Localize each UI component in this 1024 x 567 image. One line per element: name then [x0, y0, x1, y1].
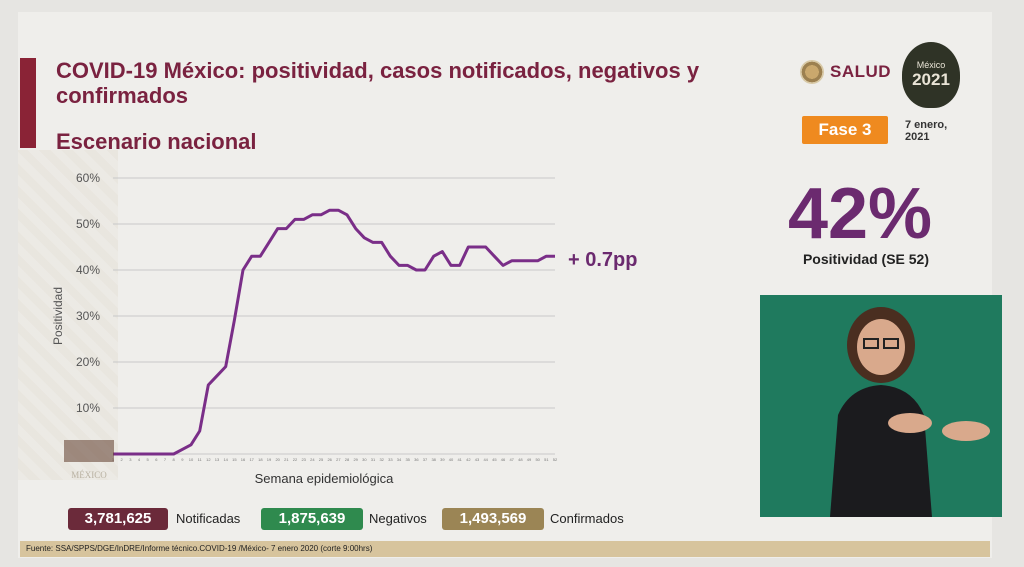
x-tick-label: 18 — [258, 457, 263, 462]
x-tick-label: 42 — [466, 457, 471, 462]
x-tick-label: 25 — [319, 457, 324, 462]
salud-logo-text: SALUD — [830, 62, 892, 81]
y-tick-label: 50% — [76, 217, 100, 231]
interpreter-figure-icon — [830, 307, 990, 517]
y-tick-label: 20% — [76, 355, 100, 369]
x-tick-label: 35 — [405, 457, 410, 462]
x-tick-label: 48 — [518, 457, 523, 462]
x-tick-label: 3 — [129, 457, 132, 462]
salud-logo: SALUD — [800, 60, 891, 84]
x-tick-label: 11 — [198, 457, 203, 462]
x-tick-label: 17 — [249, 457, 254, 462]
x-tick-label: 51 — [544, 457, 549, 462]
x-tick-label: 30 — [362, 457, 367, 462]
x-tick-label: 13 — [215, 457, 220, 462]
x-tick-label: 34 — [397, 457, 402, 462]
x-tick-label: 28 — [345, 457, 350, 462]
x-tick-label: 16 — [241, 457, 246, 462]
x-tick-label: 27 — [336, 457, 341, 462]
x-tick-label: 23 — [301, 457, 306, 462]
y-tick-label: 10% — [76, 401, 100, 415]
source-footer: Fuente: SSA/SPPS/DGE/InDRE/Informe técni… — [20, 541, 990, 557]
x-tick-label: 2 — [121, 457, 124, 462]
x-tick-label: 21 — [284, 457, 289, 462]
x-tick-label: 33 — [388, 457, 393, 462]
y-tick-label: 60% — [76, 171, 100, 185]
x-tick-label: 47 — [509, 457, 514, 462]
stat-negativos-label: Negativos — [369, 511, 427, 526]
x-tick-label: 52 — [553, 457, 558, 462]
mexico-watermark-logo: MÉXICO — [60, 434, 118, 500]
x-tick-label: 6 — [155, 457, 158, 462]
positivity-series-line — [113, 208, 555, 456]
x-tick-label: 39 — [440, 457, 445, 462]
stat-negativos-value: 1,875,639 — [261, 508, 363, 530]
x-tick-label: 45 — [492, 457, 497, 462]
x-tick-label: 15 — [232, 457, 237, 462]
x-tick-label: 49 — [527, 457, 532, 462]
x-tick-label: 22 — [293, 457, 298, 462]
x-tick-label: 41 — [457, 457, 462, 462]
stat-notificadas-value: 3,781,625 — [68, 508, 168, 530]
x-tick-label: 7 — [164, 457, 167, 462]
y-tick-label: 30% — [76, 309, 100, 323]
y-axis-label: Positividad — [51, 287, 65, 345]
slide-title: COVID-19 México: positividad, casos noti… — [56, 58, 700, 108]
positivity-label: Positividad (SE 52) — [802, 251, 930, 267]
x-tick-label: 50 — [535, 457, 540, 462]
x-tick-label: 24 — [310, 457, 315, 462]
x-tick-label: 46 — [501, 457, 506, 462]
x-tick-label: 8 — [173, 457, 176, 462]
phase-badge: Fase 3 — [802, 116, 888, 144]
title-accent-bar — [20, 58, 36, 148]
x-tick-label: 4 — [138, 457, 141, 462]
positivity-line-chart: 10%20%30%40%50%60%1234567891011121314151… — [51, 171, 558, 486]
x-tick-label: 9 — [181, 457, 184, 462]
decorative-pattern — [18, 150, 118, 480]
x-axis-label: Semana epidemiológica — [255, 471, 395, 486]
mexico-logo-year: 2021 — [912, 70, 950, 89]
x-tick-label: 29 — [353, 457, 358, 462]
mexico-2021-logo: México 2021 — [902, 42, 960, 108]
x-tick-label: 20 — [275, 457, 280, 462]
x-tick-label: 37 — [423, 457, 428, 462]
x-tick-label: 40 — [449, 457, 454, 462]
slide-subtitle: Escenario nacional — [56, 129, 257, 154]
stat-confirmados-label: Confirmados — [550, 511, 624, 526]
x-tick-label: 44 — [483, 457, 488, 462]
x-tick-label: 19 — [267, 457, 272, 462]
x-tick-label: 5 — [147, 457, 150, 462]
salud-seal-icon — [800, 60, 824, 84]
x-tick-label: 38 — [431, 457, 436, 462]
y-tick-label: 40% — [76, 263, 100, 277]
change-annotation: + 0.7pp — [568, 249, 638, 271]
mexico-watermark-text: MÉXICO — [71, 470, 107, 480]
x-tick-label: 31 — [371, 457, 376, 462]
x-tick-label: 32 — [379, 457, 384, 462]
x-tick-label: 36 — [414, 457, 419, 462]
stat-notificadas-label: Notificadas — [176, 511, 241, 526]
sign-language-interpreter-video — [760, 295, 1002, 517]
x-tick-label: 14 — [223, 457, 228, 462]
x-tick-label: 26 — [327, 457, 332, 462]
x-tick-label: 10 — [189, 457, 194, 462]
x-tick-label: 43 — [475, 457, 480, 462]
x-tick-label: 12 — [206, 457, 211, 462]
report-date: 7 enero, 2021 — [905, 119, 948, 143]
positivity-value: 42% — [787, 174, 933, 254]
mexico-logo-text: México — [916, 60, 946, 70]
stat-confirmados-value: 1,493,569 — [442, 508, 544, 530]
